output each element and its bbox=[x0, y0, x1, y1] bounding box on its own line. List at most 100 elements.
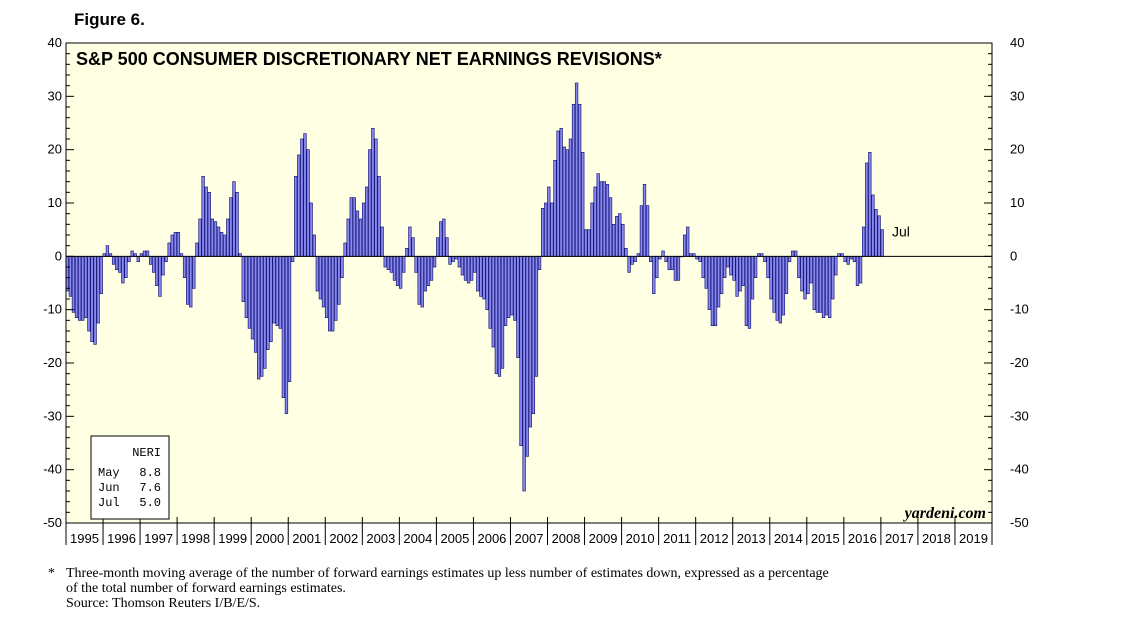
bar bbox=[550, 202, 554, 257]
bar bbox=[121, 255, 125, 284]
bar bbox=[871, 194, 875, 257]
bar bbox=[451, 255, 455, 263]
x-year-label: 2015 bbox=[811, 531, 840, 546]
bar bbox=[608, 197, 613, 257]
x-year-label: 1999 bbox=[218, 531, 247, 546]
bar bbox=[290, 255, 295, 263]
bar bbox=[423, 255, 427, 292]
bar bbox=[241, 255, 245, 303]
bar bbox=[164, 255, 168, 263]
y-tick-label-left: 30 bbox=[48, 88, 62, 103]
y-tick-label-left: -10 bbox=[43, 302, 62, 317]
bar bbox=[186, 255, 190, 305]
bar bbox=[846, 255, 850, 265]
bar bbox=[707, 255, 711, 311]
bar bbox=[494, 255, 498, 375]
legend-value: 7.6 bbox=[139, 481, 161, 495]
bar bbox=[380, 226, 384, 257]
bar bbox=[834, 255, 838, 276]
bar bbox=[93, 255, 97, 345]
bar bbox=[605, 183, 610, 257]
bar bbox=[540, 207, 545, 257]
bar bbox=[485, 255, 489, 311]
x-year-label: 2006 bbox=[477, 531, 506, 546]
x-year-label: 2001 bbox=[292, 531, 321, 546]
bar bbox=[81, 255, 85, 321]
bar bbox=[294, 175, 298, 257]
bar bbox=[195, 242, 199, 257]
bar bbox=[831, 255, 835, 300]
bar bbox=[544, 202, 548, 257]
bar bbox=[127, 255, 131, 263]
bar bbox=[525, 255, 529, 457]
bar bbox=[155, 255, 159, 287]
bar bbox=[611, 223, 616, 257]
bar bbox=[417, 255, 421, 305]
bar bbox=[352, 197, 356, 257]
bar bbox=[136, 255, 140, 263]
bar bbox=[716, 255, 721, 308]
bar bbox=[232, 181, 236, 257]
y-tick-label-right: 30 bbox=[1010, 88, 1024, 103]
bar bbox=[627, 255, 631, 273]
bar bbox=[568, 138, 573, 257]
bar bbox=[312, 234, 316, 257]
bar bbox=[420, 255, 424, 308]
bar bbox=[753, 255, 758, 279]
bar bbox=[670, 255, 674, 271]
bar bbox=[90, 255, 94, 343]
bar bbox=[562, 146, 566, 257]
footnote-line: of the total number of forward earnings … bbox=[66, 581, 346, 596]
bar bbox=[124, 255, 128, 279]
bar bbox=[439, 221, 443, 257]
bar bbox=[216, 226, 221, 257]
footnote: * Three-month moving average of the numb… bbox=[48, 566, 829, 611]
bar bbox=[747, 255, 752, 329]
bar bbox=[621, 223, 625, 257]
bar bbox=[331, 255, 335, 332]
bar bbox=[392, 255, 397, 281]
bar bbox=[797, 255, 801, 279]
bar bbox=[346, 218, 350, 257]
y-tick-label-right: -40 bbox=[1010, 462, 1029, 477]
bar bbox=[235, 191, 239, 257]
bar bbox=[723, 255, 727, 279]
bar bbox=[395, 255, 400, 287]
bar bbox=[204, 186, 208, 257]
bar bbox=[463, 255, 468, 281]
bar bbox=[547, 186, 551, 257]
y-tick-label-right: 40 bbox=[1010, 35, 1024, 50]
bar bbox=[263, 255, 267, 369]
bar bbox=[784, 255, 789, 295]
bar bbox=[315, 255, 319, 292]
bar bbox=[587, 229, 591, 257]
bar bbox=[229, 197, 233, 257]
bar bbox=[624, 247, 628, 257]
bar bbox=[865, 162, 869, 257]
y-tick-label-left: -50 bbox=[43, 515, 62, 530]
bar bbox=[371, 127, 375, 257]
bar bbox=[343, 242, 347, 257]
bar bbox=[442, 218, 446, 257]
footnote-line: Three-month moving average of the number… bbox=[66, 566, 829, 581]
bar bbox=[303, 133, 307, 257]
bar bbox=[207, 191, 211, 257]
bar bbox=[633, 255, 637, 263]
bar bbox=[473, 255, 477, 273]
bar bbox=[355, 210, 360, 257]
bar bbox=[328, 255, 332, 332]
bar bbox=[775, 255, 779, 321]
x-year-label: 2012 bbox=[700, 531, 729, 546]
bar bbox=[615, 215, 619, 257]
y-tick-label-left: 0 bbox=[55, 248, 62, 263]
bar bbox=[528, 255, 532, 428]
legend-value: 5.0 bbox=[139, 496, 161, 510]
bar bbox=[278, 255, 282, 329]
bar bbox=[809, 255, 813, 284]
y-tick-label-left: 40 bbox=[48, 35, 62, 50]
bar bbox=[642, 183, 647, 257]
bar bbox=[655, 255, 659, 279]
bar bbox=[96, 255, 100, 324]
bar bbox=[815, 255, 819, 313]
bar bbox=[266, 255, 270, 351]
